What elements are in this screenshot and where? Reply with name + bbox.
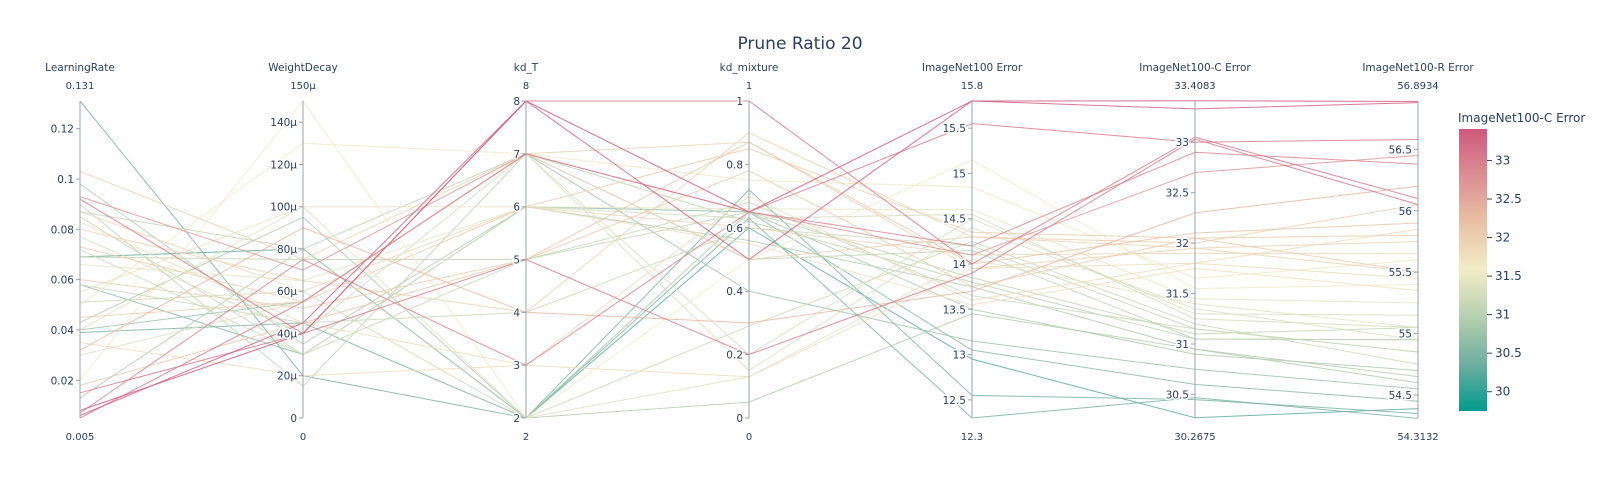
axis-2: kd_T 8 22 3 4 5 6 7 8 [512, 62, 539, 443]
tick-label: 0.12 [51, 124, 74, 136]
axis-min-label: 54.3132 [1397, 432, 1438, 443]
tick-label: 7 [513, 149, 520, 161]
colorbar: ImageNet100-C Error 30 30.5 31 31.5 32 32.5 33 [1458, 111, 1585, 411]
tick-label: 3 [513, 360, 520, 372]
axis-5: ImageNet100-C Error 33.4083 30.2675 30.5 31 3… [1139, 62, 1251, 443]
tick-label: 32.5 [1166, 188, 1189, 200]
colorbar-tick-label: 32 [1495, 231, 1510, 245]
tick-label: 55.5 [1389, 267, 1412, 279]
axis-max-label: 56.8934 [1397, 81, 1438, 92]
axis-max-label: 33.4083 [1174, 81, 1215, 92]
tick-label: 0.06 [51, 275, 75, 287]
axis-title: WeightDecay [268, 62, 338, 74]
axis-max-label: 0.131 [66, 81, 95, 92]
axis-title: kd_mixture [720, 62, 779, 74]
tick-label: 30.5 [1166, 390, 1189, 402]
tick-label: 56 [1399, 206, 1413, 218]
tick-label: 32 [1176, 238, 1189, 250]
tick-label: 0.4 [726, 286, 743, 298]
tick-label: 13 [953, 350, 966, 362]
colorbar-tick-label: 31.5 [1495, 269, 1522, 283]
axis-min-label: 2 [523, 432, 529, 443]
colorbar-tick-label: 31 [1495, 308, 1510, 322]
tick-label: 0.8 [726, 159, 743, 171]
axis-0: LearningRate 0.131 0.005 0.02 0.04 0.06 0.08 0.… [45, 62, 115, 443]
tick-label: 15.5 [943, 123, 966, 135]
colorbar-tick-label: 30 [1495, 385, 1510, 399]
tick-label: 12.5 [943, 395, 966, 407]
axis-max-label: 150μ [290, 81, 316, 92]
tick-label: 55 [1399, 329, 1412, 341]
tick-label: 4 [513, 307, 520, 319]
axis-min-label: 0.005 [66, 432, 95, 443]
colorbar-tick-label: 30.5 [1495, 346, 1522, 360]
axis-3: kd_mixture 1 00 0.2 0.4 0.6 0.8 1 [720, 62, 779, 443]
tick-label: 6 [513, 202, 520, 214]
tick-label: 0.1 [57, 174, 74, 186]
chart-title: Prune Ratio 20 [737, 34, 862, 54]
tick-label: 140μ [270, 117, 297, 129]
axis-min-label: 30.2675 [1174, 432, 1215, 443]
tick-label: 0 [290, 413, 297, 425]
tick-label: 0.2 [726, 350, 743, 362]
tick-label: 15 [953, 168, 966, 180]
axis-4: ImageNet100 Error 15.8 12.3 12.5 13 13.5 14 14.… [922, 62, 1023, 443]
tick-label: 14.5 [943, 214, 966, 226]
axis-min-label: 0 [746, 432, 752, 443]
colorbar-gradient [1459, 129, 1487, 411]
tick-label: 5 [513, 255, 520, 267]
colorbar-tick-label: 33 [1495, 153, 1510, 167]
axis-title: LearningRate [45, 62, 115, 74]
tick-label: 0.08 [51, 224, 74, 236]
tick-label: 40μ [277, 328, 297, 340]
axis-min-label: 12.3 [961, 432, 983, 443]
axis-min-label: 0 [300, 432, 306, 443]
axis-max-label: 8 [523, 81, 529, 92]
axis-max-label: 15.8 [961, 81, 983, 92]
axis-title: kd_T [514, 62, 539, 74]
tick-label: 33 [1176, 137, 1189, 149]
tick-label: 80μ [277, 244, 297, 256]
tick-label: 54.5 [1389, 390, 1412, 402]
tick-label: 31 [1176, 339, 1189, 351]
tick-label: 31.5 [1166, 289, 1189, 301]
tick-label: 1 [736, 96, 743, 108]
tick-label: 0.6 [726, 223, 743, 235]
axis-title: ImageNet100-R Error [1362, 62, 1474, 74]
tick-label: 100μ [270, 202, 297, 214]
axis-title: ImageNet100-C Error [1139, 62, 1251, 74]
tick-label: 8 [513, 96, 520, 108]
tick-label: 120μ [270, 159, 297, 171]
tick-label: 14 [953, 259, 967, 271]
tick-label: 0.02 [51, 375, 74, 387]
colorbar-tick-label: 32.5 [1495, 192, 1522, 206]
colorbar-title: ImageNet100-C Error [1458, 111, 1585, 125]
axis-title: ImageNet100 Error [922, 62, 1023, 74]
tick-label: 60μ [277, 286, 297, 298]
tick-label: 2 [513, 413, 520, 425]
tick-label: 0.04 [51, 325, 75, 337]
axis-6: ImageNet100-R Error 56.8934 54.3132 54.5 55 5… [1362, 62, 1474, 443]
tick-label: 56.5 [1389, 144, 1412, 156]
tick-label: 0 [736, 413, 743, 425]
axis-max-label: 1 [746, 81, 752, 92]
tick-label: 20μ [277, 371, 297, 383]
axis-1: WeightDecay 150μ 00 20μ 40μ 60μ 80μ 100μ 120μ 140… [268, 62, 338, 443]
tick-label: 13.5 [943, 304, 966, 316]
axes: LearningRate0.1310.0050.020.040.060.080.… [45, 62, 1474, 443]
